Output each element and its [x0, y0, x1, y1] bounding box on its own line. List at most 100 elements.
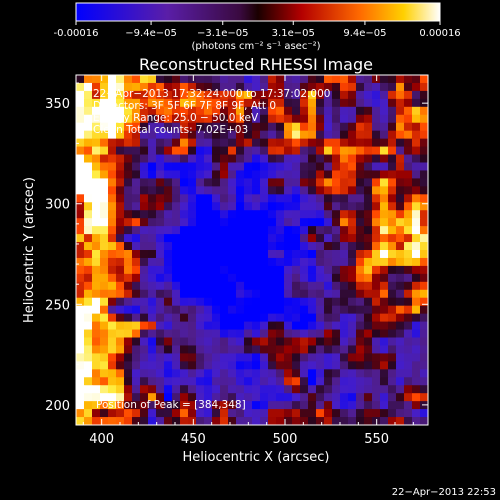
heatmap-cell [76, 377, 85, 386]
heatmap-cell [148, 289, 157, 299]
heatmap-cell [372, 122, 381, 132]
heatmap-cell [396, 257, 405, 267]
heatmap-cell [204, 329, 213, 338]
heatmap-cell [116, 138, 125, 147]
heatmap-cell [356, 218, 365, 227]
heatmap-cell [380, 106, 389, 116]
heatmap-cell [228, 234, 237, 243]
heatmap-cell [220, 170, 229, 179]
heatmap-cell [316, 409, 325, 418]
heatmap-cell [364, 210, 373, 219]
heatmap-cell [100, 385, 109, 394]
heatmap-cell [404, 146, 413, 155]
heatmap-cell [268, 242, 277, 251]
heatmap-cell [364, 218, 373, 227]
heatmap-cell [252, 194, 261, 203]
heatmap-cell [356, 170, 365, 179]
heatmap-cell [212, 218, 221, 227]
heatmap-cell [252, 329, 261, 338]
heatmap-cell [220, 257, 229, 267]
heatmap-cell [236, 130, 245, 140]
heatmap-cell [372, 162, 381, 171]
heatmap-cell [164, 361, 173, 370]
heatmap-cell [164, 194, 173, 203]
heatmap-cell [188, 186, 197, 195]
heatmap-cell [84, 154, 93, 163]
heatmap-cell [396, 273, 405, 283]
heatmap-cell [108, 377, 117, 386]
heatmap-cell [148, 242, 157, 251]
heatmap-cell [76, 202, 85, 211]
heatmap-cell [380, 170, 389, 179]
heatmap-cell [388, 114, 397, 124]
heatmap-cell [140, 242, 149, 251]
heatmap-cell [228, 297, 237, 307]
heatmap-cell [100, 138, 109, 147]
heatmap-cell [396, 289, 405, 299]
heatmap-cell [372, 186, 381, 195]
heatmap-cell [172, 345, 181, 354]
heatmap-cell [108, 218, 117, 227]
heatmap-cell [284, 194, 293, 203]
heatmap-cell [292, 289, 301, 299]
heatmap-cell [412, 202, 421, 211]
heatmap-cell [180, 186, 189, 195]
heatmap-cell [236, 170, 245, 179]
heatmap-cell [100, 265, 109, 275]
heatmap-cell [140, 122, 149, 132]
heatmap-cell [372, 170, 381, 179]
heatmap-cell [204, 186, 213, 195]
heatmap-cell [380, 210, 389, 219]
heatmap-cell [324, 297, 333, 307]
heatmap-cell [180, 313, 189, 322]
heatmap-cell [124, 138, 133, 147]
heatmap-cell [100, 321, 109, 330]
heatmap-cell [140, 178, 149, 187]
heatmap-cell [284, 98, 293, 108]
colorbar-tick-label: -0.00016 [54, 28, 99, 39]
heatmap-cell [76, 90, 85, 100]
heatmap-cell [196, 393, 205, 402]
heatmap-cell [148, 162, 157, 171]
heatmap-cell [188, 130, 197, 140]
heatmap-cell [300, 353, 309, 362]
heatmap-cell [100, 114, 109, 124]
heatmap-cell [132, 265, 141, 275]
heatmap-cell [300, 234, 309, 243]
heatmap-cell [164, 226, 173, 235]
heatmap-cell [380, 202, 389, 211]
heatmap-cell [116, 242, 125, 251]
heatmap-cell [276, 377, 285, 386]
heatmap-cell [356, 369, 365, 378]
heatmap-cell [244, 90, 253, 100]
heatmap-cell [412, 218, 421, 227]
heatmap-cell [228, 377, 237, 386]
heatmap-cell [212, 154, 221, 163]
heatmap-cell [348, 329, 357, 338]
heatmap-cell [156, 281, 165, 291]
heatmap-cell [116, 122, 125, 132]
heatmap-cell [348, 186, 357, 195]
heatmap-cell [276, 321, 285, 330]
heatmap-cell [268, 186, 277, 195]
heatmap-cell [340, 242, 349, 251]
heatmap-cell [172, 130, 181, 140]
heatmap-cell [188, 226, 197, 235]
heatmap-cell [412, 289, 421, 299]
heatmap-cell [340, 289, 349, 299]
heatmap-cell [108, 114, 117, 124]
heatmap-cell [252, 154, 261, 163]
heatmap-cell [212, 281, 221, 291]
heatmap-cell [268, 273, 277, 283]
heatmap-cell [188, 265, 197, 275]
heatmap-cell [220, 337, 229, 346]
heatmap-cell [140, 75, 149, 84]
heatmap-cell [268, 146, 277, 155]
heatmap-cell [140, 170, 149, 179]
heatmap-cell [116, 130, 125, 140]
heatmap-cell [332, 393, 341, 402]
heatmap-cell [100, 82, 109, 92]
heatmap-cell [92, 82, 101, 92]
heatmap-cell [356, 122, 365, 132]
heatmap-cell [212, 234, 221, 243]
